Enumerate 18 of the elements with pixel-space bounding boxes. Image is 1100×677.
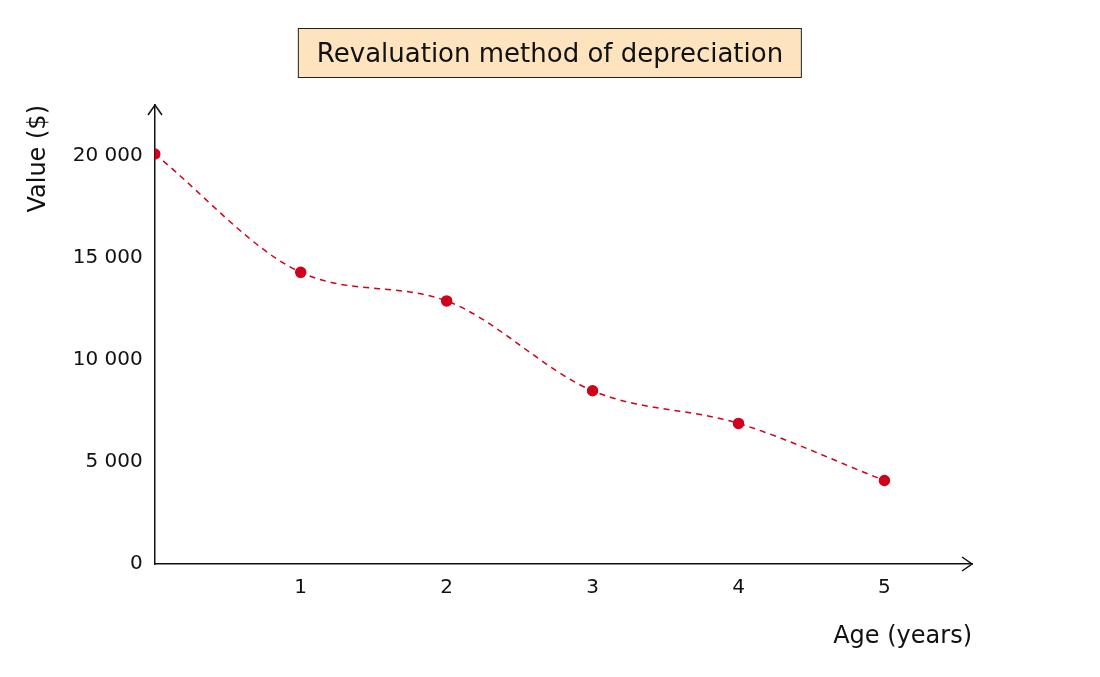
y-axis-title: Value ($) xyxy=(22,105,51,213)
x-tick-label: 5 xyxy=(878,574,891,599)
y-tick-label: 0 xyxy=(130,550,143,575)
y-tick-label: 10 000 xyxy=(72,346,143,371)
point xyxy=(732,417,745,430)
point xyxy=(294,266,307,279)
x-tick-label: 4 xyxy=(732,574,745,599)
y-tick-label: 15 000 xyxy=(72,244,143,269)
x-tick-label: 3 xyxy=(586,574,599,599)
x-tick-label: 1 xyxy=(294,574,308,599)
y-tick-label: 20 000 xyxy=(72,142,143,167)
x-axis-title: Age (years) xyxy=(833,620,972,649)
chart-title: Revaluation method of depreciation xyxy=(297,28,803,78)
x-tick-label: 2 xyxy=(440,574,454,599)
point xyxy=(878,474,891,487)
point xyxy=(440,295,453,307)
y-tick-label: 5 000 xyxy=(85,448,143,473)
point xyxy=(586,384,599,397)
